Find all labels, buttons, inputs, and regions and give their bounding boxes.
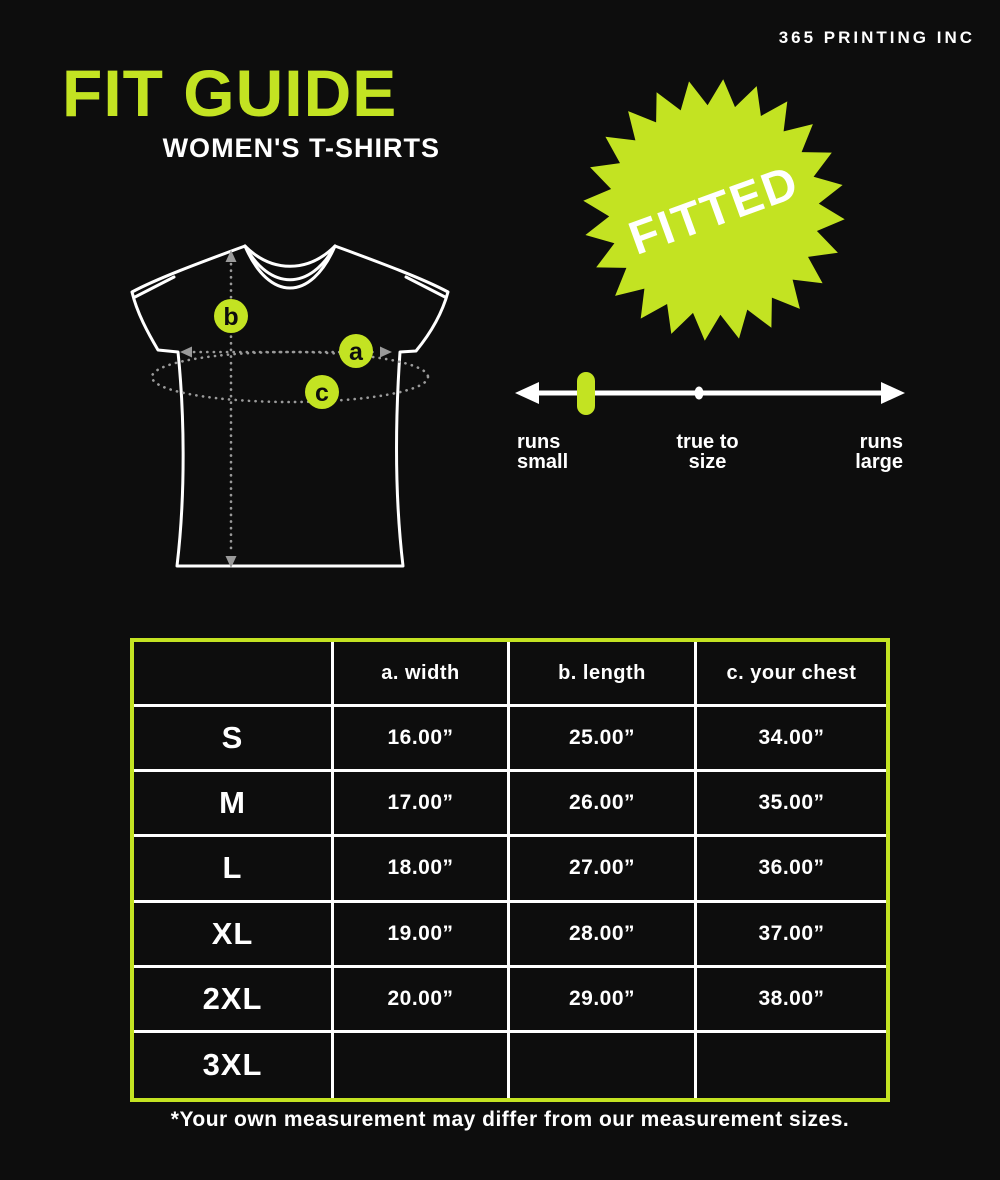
page-title: FIT GUIDE <box>62 56 398 130</box>
width-cell: 20.00” <box>334 967 510 1033</box>
length-arrow-up <box>225 250 237 262</box>
header-width: a. width <box>334 642 510 708</box>
chest-cell: 37.00” <box>697 903 886 968</box>
length-cell: 27.00” <box>510 837 697 903</box>
width-cell: 16.00” <box>334 707 510 773</box>
width-cell: 18.00” <box>334 837 510 903</box>
length-cell: 28.00” <box>510 902 697 968</box>
width-arrow-right <box>380 346 392 358</box>
length-cell <box>510 1032 697 1098</box>
size-cell: M <box>134 772 334 838</box>
scale-arrow-right-icon <box>881 382 905 404</box>
tshirt-diagram: b a c <box>130 244 450 568</box>
width-cell <box>334 1032 510 1098</box>
tshirt-outline <box>130 244 450 568</box>
collar-mid-line <box>243 244 337 282</box>
header-length: b. length <box>510 642 697 708</box>
brand-text: 365 PRINTING INC <box>778 28 975 47</box>
length-arrow-down <box>225 556 237 568</box>
width-arrow-left <box>180 346 192 358</box>
length-cell: 26.00” <box>510 772 697 838</box>
size-cell: XL <box>134 902 334 968</box>
width-cell: 19.00” <box>334 902 510 968</box>
size-cell: 3XL <box>134 1032 334 1098</box>
footnote: *Your own measurement may differ from ou… <box>170 1108 850 1131</box>
marker-c-circle <box>305 375 339 409</box>
title-block: FIT GUIDE WOMEN'S T-SHIRTS <box>62 60 440 164</box>
marker-a-circle <box>339 334 373 368</box>
scale-arrow-left-icon <box>515 382 539 404</box>
fit-position-marker <box>577 372 595 415</box>
fit-scale <box>515 372 905 415</box>
fitted-badge: FITTED <box>583 79 845 341</box>
header-chest: c. your chest <box>697 642 886 708</box>
chest-cell: 38.00” <box>697 968 886 1033</box>
marker-b-circle <box>214 299 248 333</box>
length-cell: 25.00” <box>510 707 697 773</box>
size-chart-table: a. width b. length c. your chest S 16.00… <box>130 638 890 1102</box>
marker-b-label: b <box>223 303 238 331</box>
chest-cell: 34.00” <box>697 707 886 773</box>
size-cell: L <box>134 837 334 903</box>
collar-back-line <box>243 244 337 268</box>
length-cell: 29.00” <box>510 967 697 1033</box>
chest-guide-ellipse <box>150 350 430 404</box>
chest-cell <box>697 1033 886 1098</box>
right-sleeve-seam <box>404 275 447 299</box>
label-runs-large: runs large <box>855 431 903 473</box>
label-true-to-size: true to size <box>676 431 739 473</box>
header-empty-cell <box>134 642 334 708</box>
page-subtitle: WOMEN'S T-SHIRTS <box>162 133 440 163</box>
chest-cell: 36.00” <box>697 837 886 903</box>
left-sleeve-seam <box>133 275 176 299</box>
size-cell: 2XL <box>134 967 334 1033</box>
marker-c-label: c <box>315 379 329 407</box>
label-runs-small: runs small <box>517 431 569 473</box>
size-cell: S <box>134 707 334 773</box>
true-to-size-dot <box>694 386 704 400</box>
starburst-icon <box>583 79 845 341</box>
marker-a-label: a <box>349 338 364 366</box>
width-cell: 17.00” <box>334 772 510 838</box>
chest-cell: 35.00” <box>697 772 886 838</box>
